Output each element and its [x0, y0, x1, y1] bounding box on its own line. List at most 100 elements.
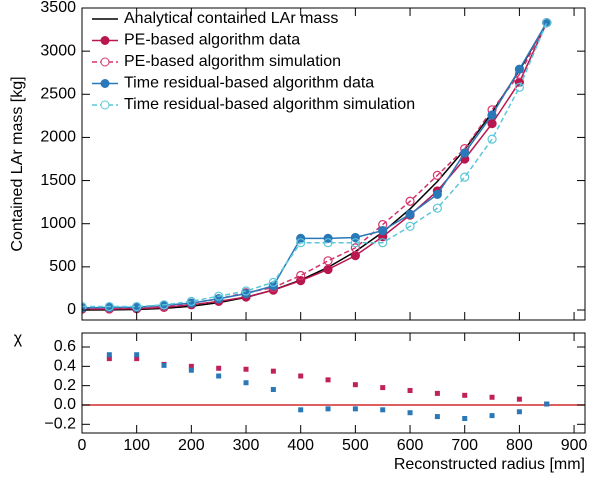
marker [516, 396, 522, 402]
marker [241, 286, 251, 296]
marker [296, 238, 306, 248]
marker [487, 134, 497, 144]
y-tick-label: 1500 [40, 172, 76, 189]
marker [432, 170, 442, 180]
legend-label: PE-based algorithm data [124, 32, 300, 49]
marker [542, 18, 552, 28]
x-tick-label: 200 [178, 437, 205, 454]
marker [186, 296, 196, 306]
x-tick-label: 900 [561, 437, 588, 454]
marker [270, 387, 276, 393]
y-tick-label: 0.6 [54, 338, 76, 355]
marker [298, 407, 304, 413]
marker [460, 148, 470, 158]
x-tick-label: 500 [342, 437, 369, 454]
y-tick-label: −0.2 [44, 416, 76, 433]
marker [296, 270, 306, 281]
marker [462, 392, 468, 398]
x-tick-label: 600 [397, 437, 424, 454]
marker [489, 394, 495, 400]
legend-label: Time residual-based algorithm data [124, 75, 374, 92]
marker [216, 365, 222, 371]
x-tick-label: 300 [233, 437, 260, 454]
marker [323, 238, 333, 248]
series-line [82, 22, 548, 311]
legend-marker [100, 79, 110, 88]
x-tick-label: 700 [451, 437, 478, 454]
legend-label: Time residual-based algorithm simulation [124, 96, 415, 113]
x-tick-label: 0 [78, 437, 87, 454]
marker [432, 189, 442, 199]
marker [134, 352, 140, 358]
marker [514, 64, 524, 74]
plot-area [82, 18, 552, 314]
y-tick-label: 1000 [40, 215, 76, 232]
marker [378, 226, 388, 236]
marker [514, 82, 524, 92]
y-tick-label: 0.2 [54, 377, 76, 394]
marker [270, 368, 276, 374]
marker [407, 410, 413, 416]
marker [350, 238, 360, 248]
marker [434, 414, 440, 420]
marker [298, 373, 304, 379]
x-tick-label: 400 [287, 437, 314, 454]
marker [188, 363, 194, 369]
x-tick-label: 800 [506, 437, 533, 454]
y-tick-label: 3500 [40, 0, 76, 16]
marker [487, 110, 497, 120]
marker [214, 291, 224, 301]
marker [378, 238, 388, 248]
marker [350, 243, 360, 253]
legend-marker [100, 57, 110, 67]
marker [350, 251, 360, 261]
y-tick-label: 0.4 [54, 358, 76, 375]
y-tick-label: 0.0 [54, 396, 76, 413]
marker [544, 401, 550, 407]
marker [325, 406, 331, 412]
marker [216, 373, 222, 379]
plot-area [82, 352, 585, 422]
marker [380, 407, 386, 413]
y-tick-label: 2000 [40, 129, 76, 146]
marker [352, 406, 358, 412]
marker [487, 119, 497, 129]
marker [214, 294, 224, 304]
marker [159, 300, 169, 310]
legend-marker [100, 100, 110, 110]
marker [407, 387, 413, 393]
marker [462, 416, 468, 422]
marker [134, 356, 140, 362]
marker [106, 352, 112, 358]
marker [460, 172, 470, 182]
marker [352, 382, 358, 388]
marker [405, 209, 415, 219]
marker [432, 203, 442, 213]
x-tick-label: 100 [123, 437, 150, 454]
y-tick-label: 2500 [40, 86, 76, 103]
y-tick-label: 0 [67, 301, 76, 318]
frame [81, 332, 586, 434]
marker [405, 196, 415, 206]
y-tick-label: 3000 [40, 42, 76, 59]
marker [132, 301, 142, 312]
marker [243, 380, 249, 386]
marker [380, 385, 386, 391]
marker [82, 301, 87, 312]
marker [516, 409, 522, 415]
marker [268, 277, 278, 287]
legend-marker [100, 36, 110, 45]
marker [104, 301, 114, 312]
frame [81, 7, 586, 321]
marker [325, 377, 331, 383]
marker [489, 413, 495, 419]
marker [405, 221, 415, 231]
marker [434, 390, 440, 396]
x-axis-label: Reconstructed radius [mm] [394, 456, 585, 473]
y-axis-label: χ [14, 330, 23, 347]
legend-label: Analytical contained LAr mass [124, 10, 338, 27]
marker [106, 356, 112, 362]
marker [243, 366, 249, 372]
y-axis-label: Contained LAr mass [kg] [9, 76, 26, 251]
